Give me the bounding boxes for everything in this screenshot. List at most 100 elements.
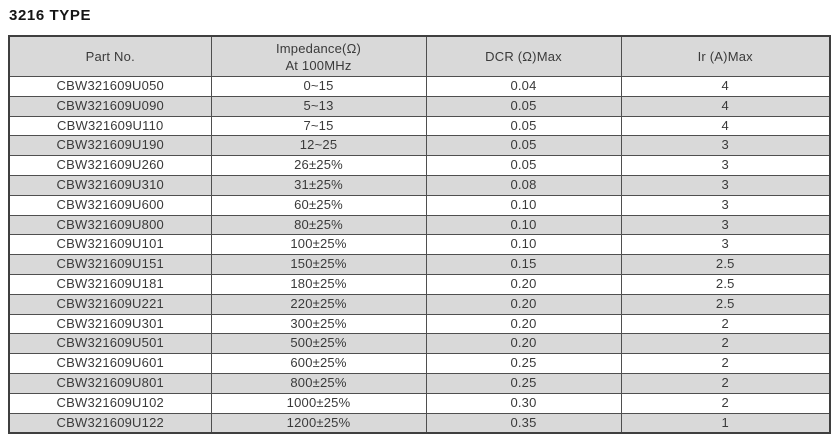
column-header-dcr: DCR (Ω)Max (425, 35, 622, 77)
table-row: CBW321609U221 220±25% 0.20 2.5 (8, 293, 831, 315)
impedance-cell: 600±25% (210, 353, 427, 374)
table-row: CBW321609U090 5~13 0.05 4 (8, 95, 831, 117)
ir-cell: 4 (620, 95, 831, 117)
table-row: CBW321609U600 60±25% 0.10 3 (8, 194, 831, 216)
impedance-cell: 180±25% (210, 273, 427, 295)
part-no-cell: CBW321609U301 (8, 313, 212, 335)
spec-table: Part No. Impedance(Ω) At 100MHz DCR (Ω)M… (8, 35, 831, 435)
impedance-cell: 1200±25% (210, 412, 427, 434)
dcr-cell: 0.04 (425, 76, 622, 97)
ir-cell: 2 (620, 372, 831, 394)
impedance-cell: 60±25% (210, 194, 427, 216)
spec-table-body: CBW321609U050 0~15 0.04 4 CBW321609U090 5~13 0… (8, 76, 831, 434)
part-no-cell: CBW321609U122 (8, 412, 212, 434)
column-header-ir: Ir (A)Max (620, 35, 831, 77)
part-no-cell: CBW321609U151 (8, 254, 212, 275)
table-row: CBW321609U101 100±25% 0.10 3 (8, 234, 831, 256)
ir-cell: 3 (620, 174, 831, 196)
header-row: Part No. Impedance(Ω) At 100MHz DCR (Ω)M… (8, 35, 831, 77)
table-row: CBW321609U801 800±25% 0.25 2 (8, 372, 831, 394)
impedance-cell: 5~13 (210, 95, 427, 117)
part-no-cell: CBW321609U600 (8, 194, 212, 216)
impedance-cell: 26±25% (210, 155, 427, 176)
ir-cell: 2 (620, 353, 831, 374)
part-no-cell: CBW321609U800 (8, 214, 212, 236)
ir-cell: 3 (620, 135, 831, 157)
part-no-cell: CBW321609U601 (8, 353, 212, 374)
dcr-cell: 0.20 (425, 273, 622, 295)
part-no-cell: CBW321609U181 (8, 273, 212, 295)
ir-cell: 4 (620, 115, 831, 137)
table-row: CBW321609U050 0~15 0.04 4 (8, 76, 831, 97)
part-no-cell: CBW321609U101 (8, 234, 212, 256)
ir-cell: 2.5 (620, 293, 831, 315)
page-title: 3216 TYPE (9, 7, 92, 24)
dcr-cell: 0.15 (425, 254, 622, 275)
dcr-cell: 0.05 (425, 95, 622, 117)
ir-cell: 3 (620, 214, 831, 236)
column-header-impedance-line2: At 100MHz (285, 57, 352, 73)
table-row: CBW321609U181 180±25% 0.20 2.5 (8, 273, 831, 295)
ir-cell: 2 (620, 392, 831, 414)
part-no-cell: CBW321609U801 (8, 372, 212, 394)
part-no-cell: CBW321609U260 (8, 155, 212, 176)
impedance-cell: 7~15 (210, 115, 427, 137)
dcr-cell: 0.10 (425, 234, 622, 256)
column-header-part-no: Part No. (8, 35, 212, 77)
impedance-cell: 220±25% (210, 293, 427, 315)
column-header-impedance-line1: Impedance(Ω) (275, 40, 362, 56)
ir-cell: 1 (620, 412, 831, 434)
ir-cell: 3 (620, 234, 831, 256)
dcr-cell: 0.10 (425, 194, 622, 216)
impedance-cell: 0~15 (210, 76, 427, 97)
ir-cell: 2 (620, 313, 831, 335)
dcr-cell: 0.05 (425, 115, 622, 137)
table-row: CBW321609U260 26±25% 0.05 3 (8, 155, 831, 176)
column-header-impedance: Impedance(Ω) At 100MHz (210, 35, 427, 77)
table-row: CBW321609U151 150±25% 0.15 2.5 (8, 254, 831, 275)
table-row: CBW321609U122 1200±25% 0.35 1 (8, 412, 831, 434)
table-row: CBW321609U310 31±25% 0.08 3 (8, 174, 831, 196)
impedance-cell: 1000±25% (210, 392, 427, 414)
table-row: CBW321609U110 7~15 0.05 4 (8, 115, 831, 137)
dcr-cell: 0.20 (425, 313, 622, 335)
dcr-cell: 0.20 (425, 293, 622, 315)
ir-cell: 3 (620, 194, 831, 216)
part-no-cell: CBW321609U110 (8, 115, 212, 137)
dcr-cell: 0.25 (425, 353, 622, 374)
ir-cell: 2.5 (620, 273, 831, 295)
part-no-cell: CBW321609U310 (8, 174, 212, 196)
part-no-cell: CBW321609U050 (8, 76, 212, 97)
impedance-cell: 150±25% (210, 254, 427, 275)
part-no-cell: CBW321609U501 (8, 333, 212, 355)
dcr-cell: 0.35 (425, 412, 622, 434)
table-row: CBW321609U301 300±25% 0.20 2 (8, 313, 831, 335)
spec-table-header: Part No. Impedance(Ω) At 100MHz DCR (Ω)M… (8, 35, 831, 77)
table-row: CBW321609U190 12~25 0.05 3 (8, 135, 831, 157)
impedance-cell: 100±25% (210, 234, 427, 256)
dcr-cell: 0.30 (425, 392, 622, 414)
table-row: CBW321609U102 1000±25% 0.30 2 (8, 392, 831, 414)
impedance-cell: 80±25% (210, 214, 427, 236)
impedance-cell: 800±25% (210, 372, 427, 394)
dcr-cell: 0.05 (425, 135, 622, 157)
impedance-cell: 300±25% (210, 313, 427, 335)
ir-cell: 3 (620, 155, 831, 176)
part-no-cell: CBW321609U221 (8, 293, 212, 315)
dcr-cell: 0.05 (425, 155, 622, 176)
table-row: CBW321609U601 600±25% 0.25 2 (8, 353, 831, 374)
part-no-cell: CBW321609U090 (8, 95, 212, 117)
table-row: CBW321609U800 80±25% 0.10 3 (8, 214, 831, 236)
dcr-cell: 0.20 (425, 333, 622, 355)
impedance-cell: 500±25% (210, 333, 427, 355)
impedance-cell: 31±25% (210, 174, 427, 196)
dcr-cell: 0.08 (425, 174, 622, 196)
part-no-cell: CBW321609U190 (8, 135, 212, 157)
table-row: CBW321609U501 500±25% 0.20 2 (8, 333, 831, 355)
ir-cell: 2.5 (620, 254, 831, 275)
ir-cell: 2 (620, 333, 831, 355)
part-no-cell: CBW321609U102 (8, 392, 212, 414)
dcr-cell: 0.25 (425, 372, 622, 394)
impedance-cell: 12~25 (210, 135, 427, 157)
